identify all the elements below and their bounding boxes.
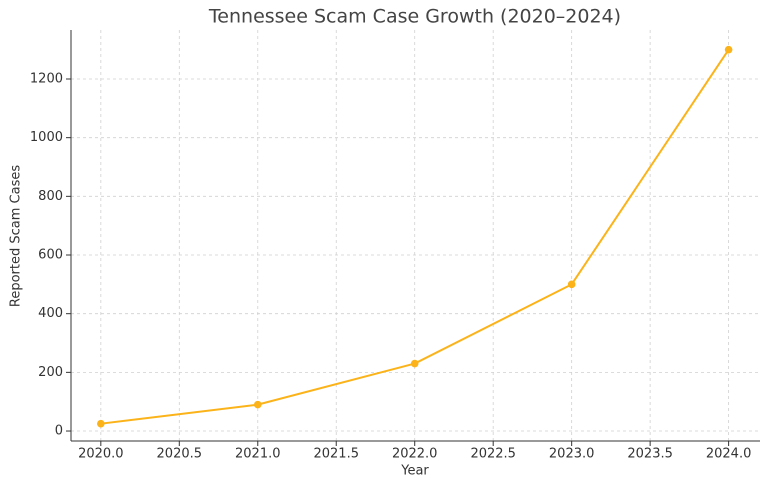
x-tick-label: 2022.5: [470, 447, 516, 462]
y-axis-label: Reported Scam Cases: [9, 165, 24, 307]
y-tick-label: 0: [55, 424, 63, 439]
x-tick-label: 2020.0: [78, 447, 124, 462]
data-point: [97, 419, 105, 428]
x-tick-label: 2021.5: [313, 447, 359, 462]
x-tick-label: 2024.0: [706, 447, 752, 462]
y-tick-label: 1200: [30, 71, 63, 86]
x-axis-label: Year: [400, 464, 429, 479]
y-tick-label: 400: [38, 306, 63, 321]
data-point: [253, 400, 262, 409]
x-tick-label: 2020.5: [157, 447, 203, 462]
y-tick-label: 600: [38, 248, 63, 263]
y-tick-label: 800: [38, 189, 63, 204]
data-point: [724, 45, 733, 54]
x-tick-label: 2022.0: [392, 447, 438, 462]
x-tick-label: 2023.0: [549, 447, 595, 462]
chart-title: Tennessee Scam Case Growth (2020–2024): [208, 6, 621, 28]
data-point: [410, 359, 419, 368]
x-tick-label: 2021.0: [235, 447, 281, 462]
x-tick-label: 2023.5: [627, 447, 673, 462]
y-tick-label: 1000: [30, 130, 63, 145]
data-point: [567, 280, 576, 289]
y-tick-label: 200: [38, 365, 63, 380]
